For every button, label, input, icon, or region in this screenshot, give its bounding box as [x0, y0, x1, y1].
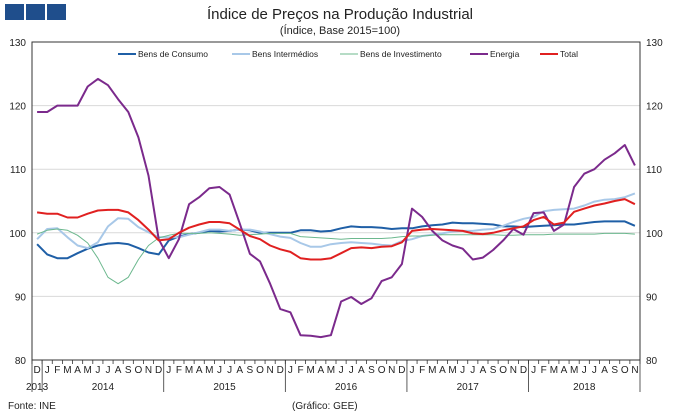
x-tick-month-label: J: [339, 365, 344, 376]
series-line-0: [36, 220, 636, 260]
x-tick-month-label: N: [510, 365, 517, 376]
legend-label-1: Bens Intermédios: [252, 49, 318, 59]
x-tick-month-label: S: [125, 365, 132, 376]
series-line-2: [36, 228, 635, 285]
x-tick-month-label: A: [196, 365, 203, 376]
x-tick-month-label: A: [358, 365, 365, 376]
legend-label-2: Bens de Investimento: [360, 49, 442, 59]
y-tick-right-130: 130: [646, 38, 663, 49]
credit-note: (Gráfico: GEE): [292, 401, 358, 412]
x-tick-month-label: J: [460, 365, 465, 376]
chart-subtitle: (Índice, Base 2015=100): [279, 25, 401, 37]
x-tick-month-label: A: [317, 365, 324, 376]
x-tick-month-label: M: [327, 365, 335, 376]
year-label-2015: 2015: [213, 382, 236, 393]
x-tick-month-label: M: [306, 365, 314, 376]
y-tick-left-80: 80: [15, 356, 27, 367]
x-tick-month-label: D: [520, 365, 527, 376]
x-tick-month-label: A: [480, 365, 487, 376]
x-tick-month-label: J: [106, 365, 111, 376]
x-tick-month-label: J: [531, 365, 536, 376]
y-tick-right-100: 100: [646, 229, 663, 240]
plot-frame: [31, 41, 641, 361]
year-label-2013: 2013: [26, 382, 49, 393]
x-tick-month-label: J: [227, 365, 232, 376]
legend-label-4: Total: [560, 49, 578, 59]
y-tick-right-90: 90: [646, 292, 658, 303]
x-tick-month-label: M: [448, 365, 456, 376]
series-line-4: [36, 198, 636, 261]
x-tick-month-label: D: [398, 365, 405, 376]
year-label-2016: 2016: [335, 382, 358, 393]
y-tick-right-120: 120: [646, 102, 663, 113]
year-label-2017: 2017: [457, 382, 480, 393]
x-tick-month-label: M: [63, 365, 71, 376]
x-tick-month-label: O: [621, 365, 629, 376]
x-tick-month-label: J: [45, 365, 50, 376]
source-note: Fonte: INE: [8, 401, 56, 412]
y-tick-right-80: 80: [646, 356, 658, 367]
x-tick-month-label: J: [166, 365, 171, 376]
x-tick-month-label: J: [95, 365, 100, 376]
header-square-3: [47, 4, 66, 20]
x-tick-month-label: A: [74, 365, 81, 376]
x-tick-month-label: J: [592, 365, 597, 376]
x-tick-month-label: J: [288, 365, 293, 376]
x-tick-month-label: M: [185, 365, 193, 376]
x-tick-month-label: A: [115, 365, 122, 376]
legend-label-0: Bens de Consumo: [138, 49, 208, 59]
x-tick-month-label: N: [267, 365, 274, 376]
series-line-1: [36, 192, 636, 250]
y-tick-left-90: 90: [15, 292, 27, 303]
header-square-2: [26, 4, 45, 20]
x-tick-month-label: A: [601, 365, 608, 376]
x-tick-month-label: S: [490, 365, 497, 376]
header-square-1: [5, 4, 24, 20]
x-tick-month-label: F: [541, 365, 547, 376]
x-tick-month-label: N: [388, 365, 395, 376]
x-tick-month-label: F: [176, 365, 182, 376]
x-tick-month-label: O: [378, 365, 386, 376]
x-tick-month-label: D: [33, 365, 40, 376]
x-tick-month-label: S: [368, 365, 375, 376]
x-tick-month-label: A: [439, 365, 446, 376]
year-label-2018: 2018: [573, 382, 596, 393]
x-tick-month-label: F: [297, 365, 303, 376]
y-tick-left-130: 130: [9, 38, 26, 49]
x-tick-month-label: F: [54, 365, 60, 376]
x-tick-month-label: N: [145, 365, 152, 376]
x-tick-month-label: M: [205, 365, 213, 376]
x-tick-month-label: J: [217, 365, 222, 376]
x-tick-month-label: O: [499, 365, 507, 376]
series-line-3: [37, 77, 636, 339]
x-tick-month-label: O: [135, 365, 143, 376]
x-tick-month-label: J: [349, 365, 354, 376]
x-tick-month-label: O: [256, 365, 264, 376]
x-tick-month-label: A: [236, 365, 243, 376]
x-tick-month-label: J: [582, 365, 587, 376]
legend-label-3: Energia: [490, 49, 520, 59]
x-tick-month-label: M: [550, 365, 558, 376]
x-tick-month-label: S: [247, 365, 254, 376]
x-tick-month-label: M: [570, 365, 578, 376]
x-tick-month-label: J: [410, 365, 415, 376]
x-tick-month-label: A: [561, 365, 568, 376]
y-tick-left-100: 100: [9, 229, 26, 240]
y-tick-left-110: 110: [10, 165, 26, 176]
x-tick-month-label: F: [419, 365, 425, 376]
y-tick-left-120: 120: [9, 102, 26, 113]
x-tick-month-label: J: [470, 365, 475, 376]
x-tick-month-label: D: [155, 365, 162, 376]
chart-title: Índice de Preços na Produção Industrial: [207, 6, 473, 23]
x-tick-month-label: N: [631, 365, 638, 376]
year-label-2014: 2014: [92, 382, 115, 393]
x-tick-month-label: M: [84, 365, 92, 376]
y-tick-right-110: 110: [646, 165, 662, 176]
x-tick-month-label: M: [428, 365, 436, 376]
x-tick-month-label: D: [277, 365, 284, 376]
x-tick-month-label: S: [611, 365, 618, 376]
